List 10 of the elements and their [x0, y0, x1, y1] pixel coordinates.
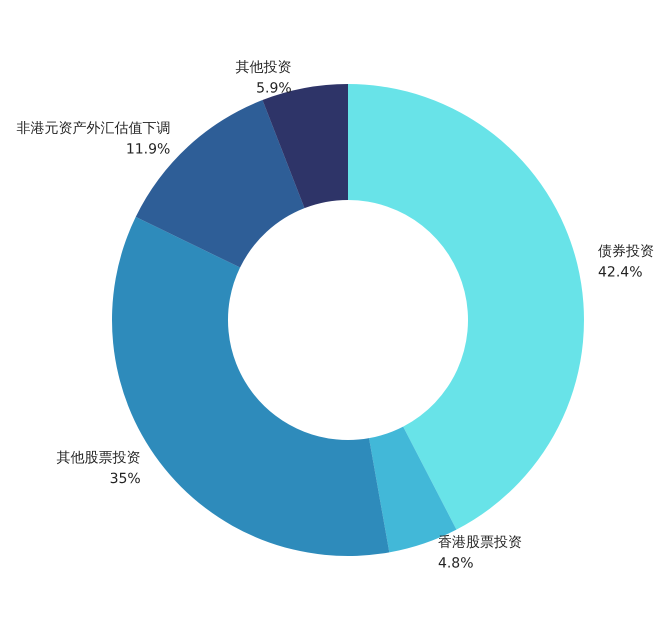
slice-label: 其他投资 [236, 60, 292, 76]
slice-label: 香港股票投资 [438, 534, 522, 550]
data-label: 5.9% [256, 80, 292, 97]
data-label: 11.9% [126, 142, 170, 158]
slice-label: 其他股票投资 [56, 450, 141, 466]
data-label: 4.8% [438, 555, 474, 572]
data-label: 42.4% [598, 264, 643, 280]
slice-label: 债券投资 [598, 243, 654, 260]
data-label: 35% [110, 470, 141, 487]
slice-label: 非港元资产外汇估值下调 [16, 120, 170, 137]
